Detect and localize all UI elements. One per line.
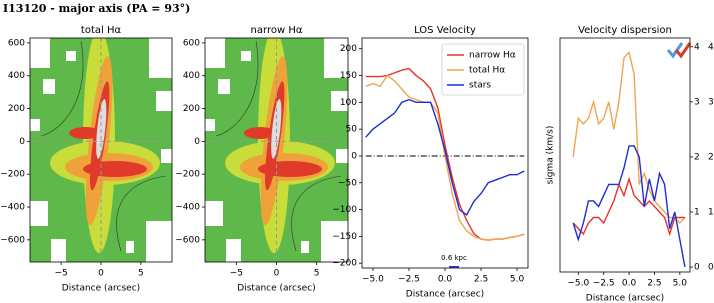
y2-tick-label: 4 <box>708 42 714 52</box>
panel-title: Velocity dispersion <box>578 25 672 36</box>
legend-label: narrow Hα <box>469 51 516 61</box>
x-axis-label: Distance (arcsec) <box>237 284 315 294</box>
y-tick-label: −400 <box>175 203 200 213</box>
x-tick-label: −5 <box>54 269 67 279</box>
x-axis-label: Distance (arcsec) <box>586 294 664 303</box>
series-line <box>365 74 525 241</box>
panel-title: narrow Hα <box>251 25 303 36</box>
series-line <box>365 98 525 216</box>
y-tick-label: 200 <box>8 104 25 114</box>
y2-tick-label: 2 <box>694 152 700 162</box>
panel-title: LOS Velocity <box>414 25 476 36</box>
y-tick-label: 400 <box>8 71 25 81</box>
series-line <box>572 145 686 268</box>
series-line <box>572 50 686 225</box>
y-tick-label: 100 <box>340 98 357 108</box>
y-axis-label: sigma (km/s) <box>546 126 556 185</box>
legend-box <box>441 43 525 96</box>
x-tick-label: −2.5 <box>398 275 420 285</box>
y-tick-label: 200 <box>183 104 200 114</box>
y-tick-label: 150 <box>340 71 357 81</box>
legend-label: total Hα <box>469 66 505 76</box>
y2-tick-label: 3 <box>694 97 700 107</box>
x-tick-label: 0 <box>274 269 280 279</box>
x-tick-label: −5 <box>230 269 243 279</box>
plot-frame <box>361 37 529 269</box>
y-tick-label: −400 <box>0 203 25 213</box>
y-tick-label: 600 <box>183 38 200 48</box>
x-axis-label: Distance (arcsec) <box>406 290 484 300</box>
y2-tick-label: 0 <box>694 263 700 273</box>
plot-frame <box>29 37 173 263</box>
y-tick-label: −50 <box>338 178 357 188</box>
x-tick-label: −5.0 <box>567 279 589 289</box>
y-tick-label: −150 <box>332 232 357 242</box>
x-tick-label: 0.0 <box>438 275 453 285</box>
y-tick-label: 0 <box>194 137 200 147</box>
legend-label: stars <box>469 81 491 91</box>
y-tick-label: 0 <box>351 151 357 161</box>
y-tick-label: 400 <box>183 71 200 81</box>
plot-frame <box>204 37 349 263</box>
x-tick-label: 2.5 <box>647 279 661 289</box>
x-tick-label: 0.0 <box>622 279 637 289</box>
x-axis-label: Distance (arcsec) <box>62 284 140 294</box>
y2-tick-label: 1 <box>694 207 700 217</box>
y-tick-label: −200 <box>175 170 200 180</box>
y2-tick-label: 0 <box>708 263 714 273</box>
panel-title: total Hα <box>81 25 122 36</box>
y-tick-label: −600 <box>175 235 200 245</box>
x-tick-label: 0 <box>98 269 104 279</box>
y-tick-label: 0 <box>19 137 25 147</box>
x-tick-label: −2.5 <box>593 279 615 289</box>
plot-frame <box>559 37 691 273</box>
y-tick-label: −200 <box>0 170 25 180</box>
x-tick-label: 5 <box>138 269 144 279</box>
x-tick-label: 2.5 <box>474 275 488 285</box>
y2-tick-label: 2 <box>708 152 714 162</box>
y-tick-label: 50 <box>346 125 358 135</box>
scale-bar <box>449 266 459 268</box>
y-tick-label: −600 <box>0 235 25 245</box>
x-tick-label: 5.0 <box>673 279 688 289</box>
annotation: 0.6 kpc <box>441 254 467 262</box>
y-tick-label: −200 <box>332 259 357 269</box>
y-tick-label: −100 <box>332 205 357 215</box>
figure-title: I13120 - major axis (PA = 93°) <box>3 2 190 15</box>
series-line <box>572 176 685 237</box>
logo <box>666 42 692 59</box>
x-tick-label: 5 <box>314 269 320 279</box>
y2-tick-label: 3 <box>708 97 714 107</box>
y-tick-label: 600 <box>8 38 25 48</box>
y2-tick-label: 4 <box>694 42 700 52</box>
x-tick-label: 5.0 <box>510 275 525 285</box>
x-tick-label: −5.0 <box>362 275 384 285</box>
y2-tick-label: 1 <box>708 207 714 217</box>
y-tick-label: 200 <box>340 44 357 54</box>
